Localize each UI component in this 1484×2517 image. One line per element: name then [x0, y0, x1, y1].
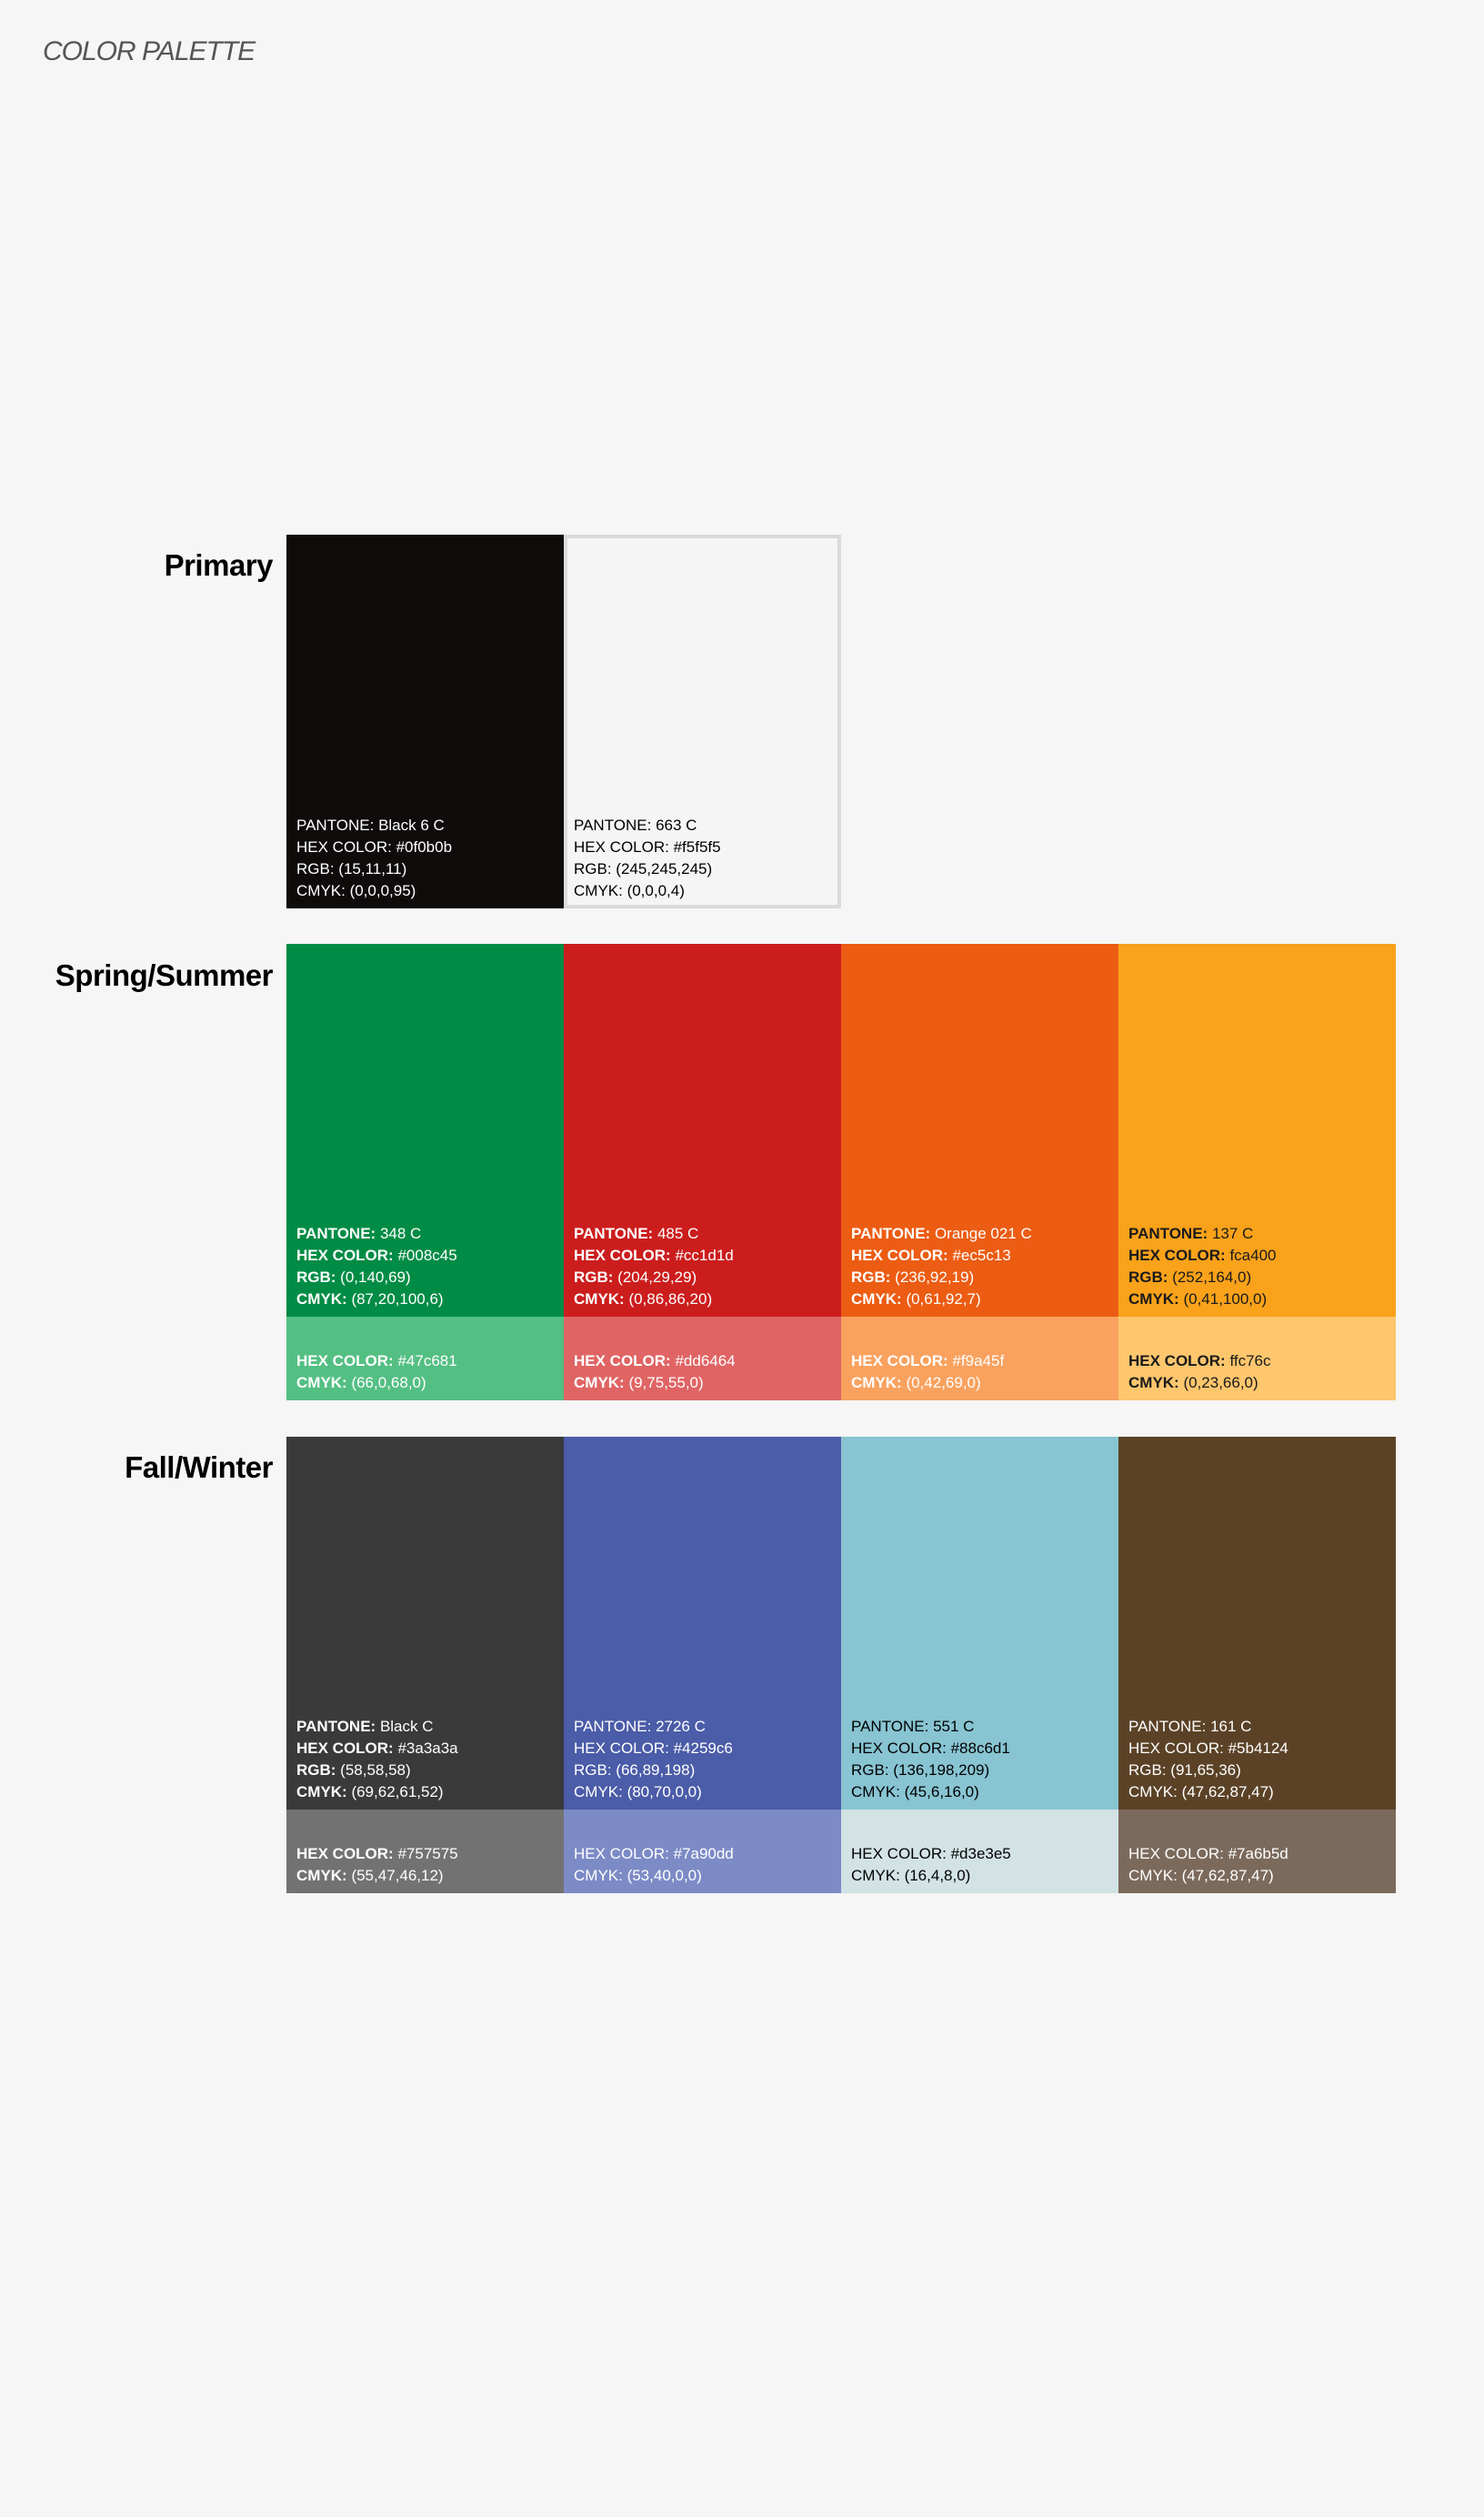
- swatch-info: PANTONE: Black C HEX COLOR: #3a3a3a RGB:…: [296, 1718, 458, 1800]
- tint-swatch-brown: HEX COLOR: #7a6b5d CMYK: (47,62,87,47): [1118, 1810, 1396, 1893]
- swatch-orange-021c: PANTONE: Orange 021 C HEX COLOR: #ec5c13…: [841, 944, 1118, 1317]
- swatch-2726c: PANTONE: 2726 C HEX COLOR: #4259c6 RGB: …: [564, 1437, 841, 1810]
- swatch-137c: PANTONE: 137 C HEX COLOR: fca400 RGB: (2…: [1118, 944, 1396, 1317]
- swatch-info: PANTONE: 551 C HEX COLOR: #88c6d1 RGB: (…: [851, 1718, 1010, 1800]
- swatch-info: HEX COLOR: #dd6464 CMYK: (9,75,55,0): [574, 1352, 736, 1391]
- tint-swatch-red: HEX COLOR: #dd6464 CMYK: (9,75,55,0): [564, 1317, 841, 1400]
- swatch-info: HEX COLOR: #f9a45f CMYK: (0,42,69,0): [851, 1352, 1005, 1391]
- section-title-spring-summer: Spring/Summer: [55, 958, 274, 992]
- tint-swatch-green: HEX COLOR: #47c681 CMYK: (66,0,68,0): [286, 1317, 564, 1400]
- swatch-info: HEX COLOR: #47c681 CMYK: (66,0,68,0): [296, 1352, 457, 1391]
- tint-swatch-gray: HEX COLOR: #757575 CMYK: (55,47,46,12): [286, 1810, 564, 1893]
- page-title: COLOR PALETTE: [43, 36, 256, 66]
- swatch-551c: PANTONE: 551 C HEX COLOR: #88c6d1 RGB: (…: [841, 1437, 1118, 1810]
- swatch-info: PANTONE: 485 C HEX COLOR: #cc1d1d RGB: (…: [574, 1225, 734, 1308]
- section-title-primary: Primary: [164, 548, 274, 582]
- swatch-black-c: PANTONE: Black C HEX COLOR: #3a3a3a RGB:…: [286, 1437, 564, 1810]
- swatch-info: PANTONE: 348 C HEX COLOR: #008c45 RGB: (…: [296, 1225, 457, 1308]
- tint-swatch-orange: HEX COLOR: #f9a45f CMYK: (0,42,69,0): [841, 1317, 1118, 1400]
- swatch-info: PANTONE: 137 C HEX COLOR: fca400 RGB: (2…: [1128, 1225, 1277, 1308]
- swatch-info: PANTONE: 2726 C HEX COLOR: #4259c6 RGB: …: [574, 1718, 733, 1800]
- swatch-348c: PANTONE: 348 C HEX COLOR: #008c45 RGB: (…: [286, 944, 564, 1317]
- swatch-info: HEX COLOR: #d3e3e5 CMYK: (16,4,8,0): [851, 1845, 1011, 1884]
- swatch-info: PANTONE: Orange 021 C HEX COLOR: #ec5c13…: [851, 1225, 1032, 1308]
- swatch-info: PANTONE: Black 6 C HEX COLOR: #0f0b0b RG…: [296, 817, 453, 899]
- swatch-161c: PANTONE: 161 C HEX COLOR: #5b4124 RGB: (…: [1118, 1437, 1396, 1810]
- swatch-black-6c: PANTONE: Black 6 C HEX COLOR: #0f0b0b RG…: [286, 535, 564, 908]
- swatch-info: HEX COLOR: #7a90dd CMYK: (53,40,0,0): [574, 1845, 734, 1884]
- swatch-info: HEX COLOR: #7a6b5d CMYK: (47,62,87,47): [1128, 1845, 1288, 1884]
- swatch-info: HEX COLOR: ffc76c CMYK: (0,23,66,0): [1128, 1352, 1271, 1391]
- swatch-info: PANTONE: 161 C HEX COLOR: #5b4124 RGB: (…: [1128, 1718, 1288, 1800]
- swatch-info: HEX COLOR: #757575 CMYK: (55,47,46,12): [296, 1845, 458, 1884]
- swatch-info: PANTONE: 663 C HEX COLOR: #f5f5f5 RGB: (…: [574, 817, 721, 899]
- tint-swatch-yellow: HEX COLOR: ffc76c CMYK: (0,23,66,0): [1118, 1317, 1396, 1400]
- tint-swatch-light-blue: HEX COLOR: #d3e3e5 CMYK: (16,4,8,0): [841, 1810, 1118, 1893]
- swatch-485c: PANTONE: 485 C HEX COLOR: #cc1d1d RGB: (…: [564, 944, 841, 1317]
- section-title-fall-winter: Fall/Winter: [125, 1450, 273, 1484]
- swatch-663c: PANTONE: 663 C HEX COLOR: #f5f5f5 RGB: (…: [564, 535, 841, 908]
- tint-swatch-blue: HEX COLOR: #7a90dd CMYK: (53,40,0,0): [564, 1810, 841, 1893]
